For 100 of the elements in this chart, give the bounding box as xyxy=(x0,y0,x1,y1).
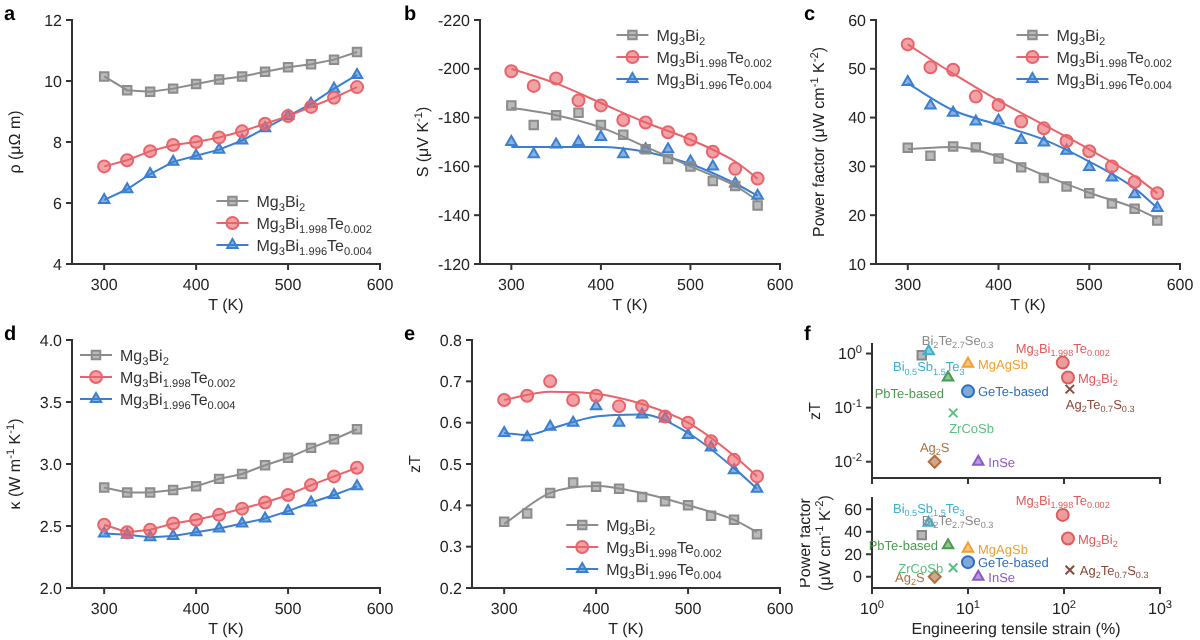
point xyxy=(327,488,341,499)
point xyxy=(327,81,341,93)
point xyxy=(235,516,249,528)
point xyxy=(350,460,365,475)
point xyxy=(521,508,533,519)
point xyxy=(566,392,581,407)
x-tick-label: 600 xyxy=(766,276,795,294)
point xyxy=(97,517,112,532)
point xyxy=(549,137,563,149)
x-tick-label: 400 xyxy=(587,276,616,294)
y-tick-label: 50 xyxy=(848,60,868,79)
x-tick-label: 600 xyxy=(766,600,795,618)
point xyxy=(924,98,937,110)
point xyxy=(1060,143,1073,155)
point xyxy=(1152,215,1163,226)
point xyxy=(98,71,110,82)
point xyxy=(902,142,913,154)
point xyxy=(947,141,959,152)
point xyxy=(750,171,765,186)
point xyxy=(593,98,608,113)
point xyxy=(750,481,764,493)
point xyxy=(528,119,539,131)
x-tick-label: 400 xyxy=(985,276,1013,294)
point xyxy=(305,442,317,454)
point xyxy=(97,159,112,174)
y-tick-label: 20 xyxy=(844,545,864,564)
point xyxy=(189,135,204,149)
y-tick-label: 0.7 xyxy=(439,372,464,391)
point xyxy=(258,511,272,523)
point xyxy=(1038,172,1050,184)
y-tick-label: 0.8 xyxy=(439,331,464,350)
y-tick-label: -220 xyxy=(437,11,472,30)
y-tick-label: 3.0 xyxy=(39,455,64,474)
point xyxy=(505,135,518,146)
point xyxy=(705,144,720,159)
point xyxy=(968,89,983,104)
point xyxy=(350,479,364,491)
point xyxy=(212,142,226,154)
point xyxy=(235,501,250,516)
point xyxy=(236,468,248,480)
point xyxy=(661,125,676,140)
point xyxy=(613,483,625,495)
y-tick-label: 20 xyxy=(848,206,868,225)
y-tick-label: -140 xyxy=(437,206,472,225)
y-tick-label: 60 xyxy=(844,500,864,519)
y-tick-label: 2.0 xyxy=(39,579,64,598)
point xyxy=(1059,134,1074,149)
y-tick-label: -180 xyxy=(437,109,472,128)
x-tick-label: 500 xyxy=(674,600,703,618)
point xyxy=(969,114,983,126)
y-tick-label: 12 xyxy=(44,11,64,30)
point xyxy=(144,86,156,97)
point xyxy=(235,124,250,139)
point xyxy=(1084,188,1095,199)
y-tick-label: 0.5 xyxy=(439,455,464,474)
point xyxy=(1151,200,1164,212)
point xyxy=(350,80,365,95)
y-tick-label: 40 xyxy=(848,109,868,128)
x-axis-title: T (K) xyxy=(608,620,645,638)
point xyxy=(662,153,674,165)
point xyxy=(498,516,510,528)
point xyxy=(900,37,915,52)
point xyxy=(728,514,740,526)
point xyxy=(751,188,764,200)
point xyxy=(704,434,719,449)
point xyxy=(97,192,111,204)
y-tick-label: 0 xyxy=(853,568,864,587)
point xyxy=(1127,175,1142,190)
point xyxy=(1082,144,1097,159)
x-axis-title: T (K) xyxy=(1010,296,1047,314)
point xyxy=(259,460,271,471)
point xyxy=(166,516,181,531)
point xyxy=(728,161,743,176)
y-tick-label: 0.4 xyxy=(439,496,464,515)
y-tick-label: -200 xyxy=(437,60,472,79)
x-axis-title: T (K) xyxy=(208,296,245,314)
point xyxy=(520,388,535,403)
point xyxy=(121,84,133,96)
y-tick-label: 10 xyxy=(848,255,868,274)
point xyxy=(750,469,765,484)
point xyxy=(685,161,696,172)
point xyxy=(282,62,294,73)
point xyxy=(167,83,179,94)
point xyxy=(901,74,914,86)
x-axis-title: T (K) xyxy=(208,620,245,638)
point xyxy=(594,130,608,142)
point xyxy=(706,159,720,171)
y-tick-label: -120 xyxy=(437,255,472,274)
point xyxy=(1128,187,1141,199)
y-tick-label: 8 xyxy=(53,133,64,152)
point xyxy=(617,147,630,159)
y-tick-label: 60 xyxy=(848,11,868,30)
y-tick-label: 30 xyxy=(848,158,868,176)
x-tick-label: 500 xyxy=(274,600,303,618)
point xyxy=(236,71,248,82)
point xyxy=(166,138,181,153)
point xyxy=(705,510,717,521)
point xyxy=(212,507,227,522)
point xyxy=(526,78,541,93)
point xyxy=(304,99,319,114)
